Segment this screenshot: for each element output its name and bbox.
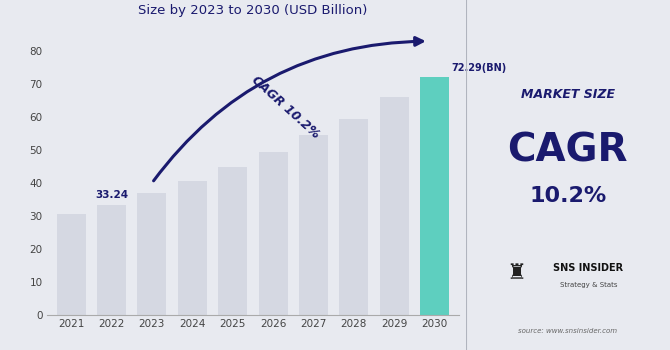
Bar [380, 97, 409, 315]
Text: 10.2%: 10.2% [529, 186, 606, 206]
Bar [178, 181, 207, 315]
Bar [137, 193, 166, 315]
Text: ♜: ♜ [507, 263, 527, 283]
Text: 72.29(BN): 72.29(BN) [452, 63, 507, 73]
Bar [420, 77, 450, 315]
Text: Strategy & Stats: Strategy & Stats [559, 282, 617, 288]
Bar [299, 135, 328, 315]
Text: CAGR 10.2%: CAGR 10.2% [249, 74, 322, 141]
Bar [56, 215, 86, 315]
Text: source: www.snsinsider.com: source: www.snsinsider.com [519, 328, 617, 334]
Bar [218, 167, 247, 315]
Title: Global Biodiesel Market
Size by 2023 to 2030 (USD Billion): Global Biodiesel Market Size by 2023 to … [138, 0, 368, 17]
Bar [340, 119, 368, 315]
Bar [259, 152, 287, 315]
Bar [97, 205, 126, 315]
Text: MARKET SIZE: MARKET SIZE [521, 88, 615, 101]
Text: SNS INSIDER: SNS INSIDER [553, 263, 623, 273]
Text: 33.24: 33.24 [95, 190, 128, 201]
Text: CAGR: CAGR [508, 132, 628, 169]
